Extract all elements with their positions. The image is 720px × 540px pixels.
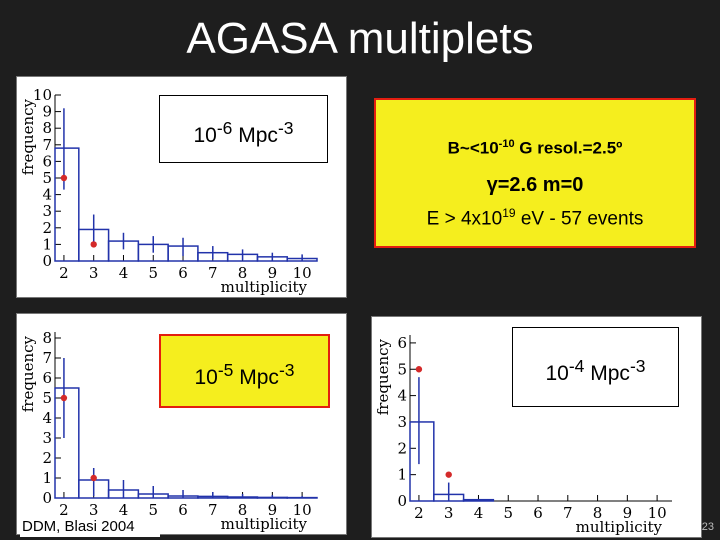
y-tick-label: 4 <box>42 186 52 204</box>
info-box: B~<10-10 G resol.=2.5º γ=2.6 m=0 E > 4x1… <box>374 98 696 248</box>
y-tick-label: 4 <box>397 387 407 405</box>
x-tick-label: 10 <box>648 504 667 522</box>
observed-point <box>445 471 452 478</box>
y-tick-label: 5 <box>397 360 407 378</box>
y-tick-label: 1 <box>42 469 52 487</box>
density-label-text: 10-4 Mpc-3 <box>545 356 646 385</box>
page-number: 23 <box>701 521 714 533</box>
observed-point <box>60 174 68 182</box>
footer-credit: DDM, Blasi 2004 <box>20 517 160 537</box>
x-tick-label: 9 <box>268 264 278 282</box>
x-tick-label: 8 <box>238 264 248 282</box>
x-tick-label: 5 <box>148 501 158 519</box>
y-tick-label: 1 <box>42 235 52 253</box>
y-axis-label: frequency <box>19 98 37 175</box>
histogram-bar <box>54 147 80 262</box>
y-tick-label: 7 <box>42 349 52 367</box>
x-tick-label: 5 <box>148 264 158 282</box>
y-tick-label: 2 <box>42 219 52 237</box>
info-line-gamma: γ=2.6 m=0 <box>486 174 584 196</box>
density-label-2: 10-5 Mpc-3 <box>159 334 330 408</box>
x-tick-label: 10 <box>293 501 312 519</box>
info-line-field: B~<10-10 G resol.=2.5º <box>447 138 623 158</box>
histogram-bar <box>462 498 495 502</box>
y-axis-label: frequency <box>19 335 37 412</box>
y-tick-label: 9 <box>42 103 52 121</box>
density-label-1: 10-6 Mpc-3 <box>159 95 328 163</box>
observed-point <box>415 366 423 373</box>
density-label-text: 10-5 Mpc-3 <box>194 360 295 389</box>
x-tick-label: 8 <box>238 501 248 519</box>
density-label-text: 10-6 Mpc-3 <box>193 118 294 147</box>
y-tick-label: 6 <box>397 334 407 352</box>
chart-panel-2: 0 1 2 3 4 5 6 7 8 2 3 4 5 6 7 8 9 10 multiplicity frequency… <box>16 313 347 535</box>
y-tick-label: 7 <box>42 136 52 154</box>
y-tick-label: 5 <box>42 389 52 407</box>
y-tick-label: 0 <box>42 489 52 507</box>
y-tick-label: 2 <box>42 449 52 467</box>
y-tick-label: 3 <box>42 202 52 220</box>
x-tick-label: 5 <box>503 504 513 522</box>
histogram-bar <box>409 421 435 502</box>
x-tick-label: 3 <box>89 264 99 282</box>
x-tick-label: 7 <box>208 501 218 519</box>
x-tick-label: 3 <box>89 501 99 519</box>
x-tick-label: 8 <box>593 504 603 522</box>
y-tick-label: 3 <box>42 429 52 447</box>
x-tick-label: 6 <box>178 501 188 519</box>
slide-title: AGASA multiplets <box>186 14 534 63</box>
chart-panel-3: 0 1 2 3 4 5 6 2 3 4 5 6 7 8 9 10 multiplicity frequency 1… <box>371 316 702 538</box>
y-tick-label: 0 <box>42 252 52 270</box>
x-tick-label: 4 <box>474 504 484 522</box>
x-tick-label: 2 <box>414 504 424 522</box>
histogram-bar <box>54 387 80 499</box>
x-tick-label: 6 <box>178 264 188 282</box>
y-tick-label: 8 <box>42 329 52 347</box>
y-tick-label: 5 <box>42 169 52 187</box>
info-line-energy: E > 4x1019 eV - 57 events <box>426 206 644 230</box>
x-axis-label: multiplicity <box>221 278 308 296</box>
chart-panel-1: 0 1 2 3 4 5 6 7 8 9 10 2 3 4 5 6 7 8 9 10 multiplicity freque… <box>16 76 347 298</box>
y-tick-label: 4 <box>42 409 52 427</box>
observed-point <box>90 241 97 248</box>
y-tick-label: 8 <box>42 119 52 137</box>
x-tick-label: 4 <box>119 501 129 519</box>
x-tick-label: 4 <box>119 264 129 282</box>
observed-point <box>90 474 97 482</box>
x-tick-label: 7 <box>563 504 573 522</box>
x-tick-label: 2 <box>59 264 69 282</box>
y-tick-label: 1 <box>397 466 407 484</box>
x-tick-label: 2 <box>59 501 69 519</box>
x-tick-label: 6 <box>533 504 543 522</box>
y-axis-label: frequency <box>374 338 392 415</box>
density-label-3: 10-4 Mpc-3 <box>512 327 679 407</box>
x-tick-label: 3 <box>444 504 454 522</box>
y-tick-label: 10 <box>33 86 52 104</box>
x-tick-label: 7 <box>208 264 218 282</box>
y-tick-label: 0 <box>397 492 407 510</box>
y-tick-label: 2 <box>397 439 407 457</box>
y-tick-label: 6 <box>42 369 52 387</box>
observed-point <box>60 394 68 402</box>
y-tick-label: 6 <box>42 152 52 170</box>
y-tick-label: 3 <box>397 413 407 431</box>
x-axis-label: multiplicity <box>576 518 663 536</box>
x-tick-label: 9 <box>623 504 633 522</box>
x-axis-label: multiplicity <box>221 515 308 533</box>
x-tick-label: 10 <box>293 264 312 282</box>
x-tick-label: 9 <box>268 501 278 519</box>
